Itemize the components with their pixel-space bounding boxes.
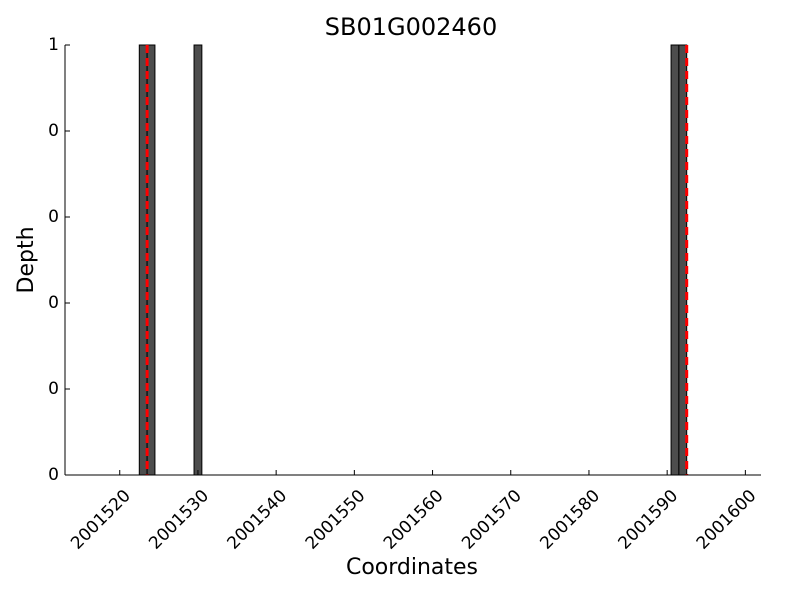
y-tick-label: 0 [48, 379, 59, 399]
x-tick-label: 2001540 [224, 486, 292, 554]
bar [193, 44, 203, 476]
y-tick-label: 0 [48, 465, 59, 485]
y-tick-label: 0 [48, 121, 59, 141]
x-tick-label: 2001520 [67, 486, 135, 554]
chart-title: SB01G002460 [325, 13, 497, 41]
y-tick-label: 0 [48, 207, 59, 227]
x-tick-label: 2001580 [536, 486, 604, 554]
y-tick-label: 0 [48, 293, 59, 313]
x-tick-label: 2001530 [145, 486, 213, 554]
x-tick-label: 2001550 [302, 486, 370, 554]
x-tick-label: 2001560 [380, 486, 448, 554]
bar [670, 44, 680, 476]
x-tick-label: 2001590 [615, 486, 683, 554]
y-tick-label: 1 [48, 35, 59, 55]
x-tick-label: 2001570 [458, 486, 526, 554]
x-tick-label: 2001600 [693, 486, 761, 554]
x-axis-label: Coordinates [346, 555, 478, 580]
y-axis-label: Depth [14, 226, 39, 293]
